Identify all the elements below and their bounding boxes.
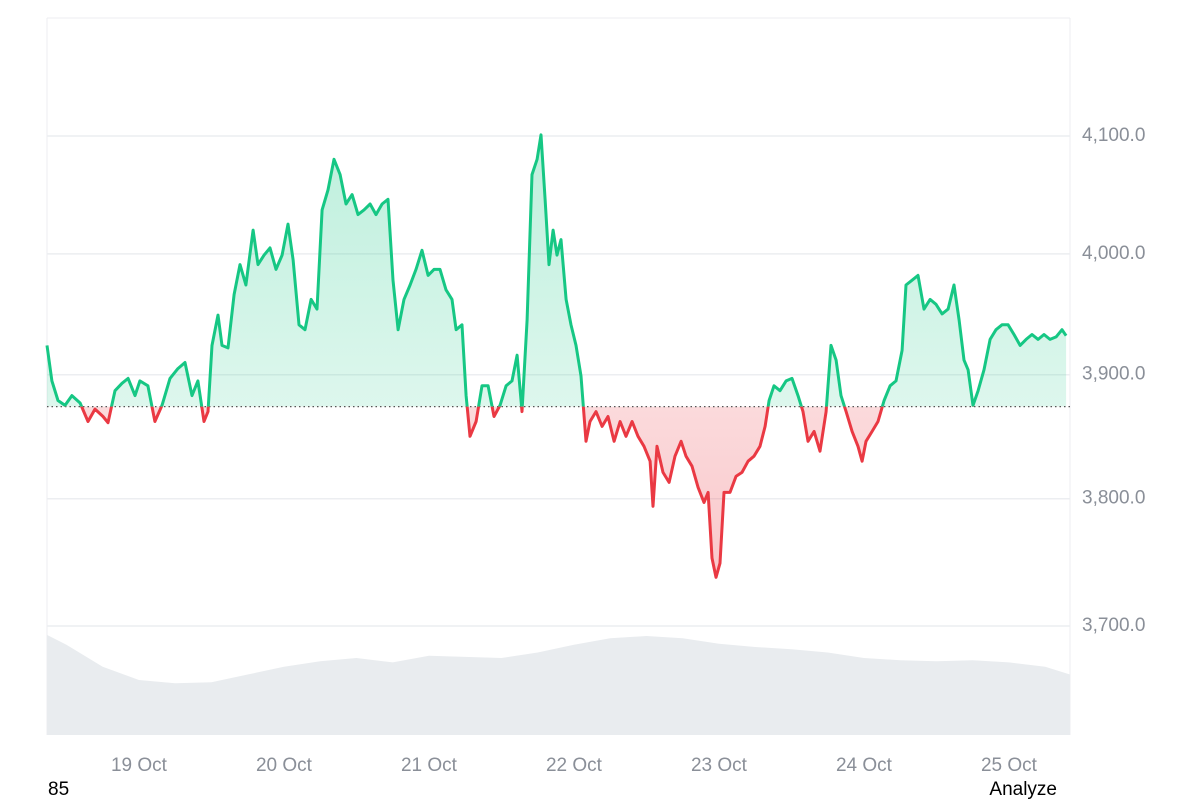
- x-tick-label: 24 Oct: [836, 755, 893, 776]
- volume-area: [47, 634, 1070, 735]
- area-above: [47, 134, 1067, 407]
- x-tick-label: 23 Oct: [691, 755, 748, 776]
- plot: 3,700.0 3,800.0 3,900.0 4,000.0 4,100.0 19 Oc…: [45, 17, 1145, 776]
- y-tick-label: 3,900.0: [1082, 364, 1145, 385]
- x-tick-label: 22 Oct: [546, 755, 603, 776]
- price-line-above: [45, 133, 1068, 407]
- x-tick-label: 19 Oct: [111, 755, 168, 776]
- y-tick-label: 3,700.0: [1082, 615, 1145, 636]
- x-tick-label: 21 Oct: [401, 755, 458, 776]
- y-tick-label: 3,800.0: [1082, 488, 1145, 509]
- x-tick-label: 25 Oct: [981, 755, 1038, 776]
- area-below: [81, 406, 883, 578]
- footer-left: 85: [48, 779, 69, 800]
- y-tick-label: 4,100.0: [1082, 125, 1145, 146]
- analyze-button[interactable]: Analyze: [989, 779, 1057, 800]
- y-tick-label: 4,000.0: [1082, 243, 1145, 264]
- x-tick-label: 20 Oct: [256, 755, 313, 776]
